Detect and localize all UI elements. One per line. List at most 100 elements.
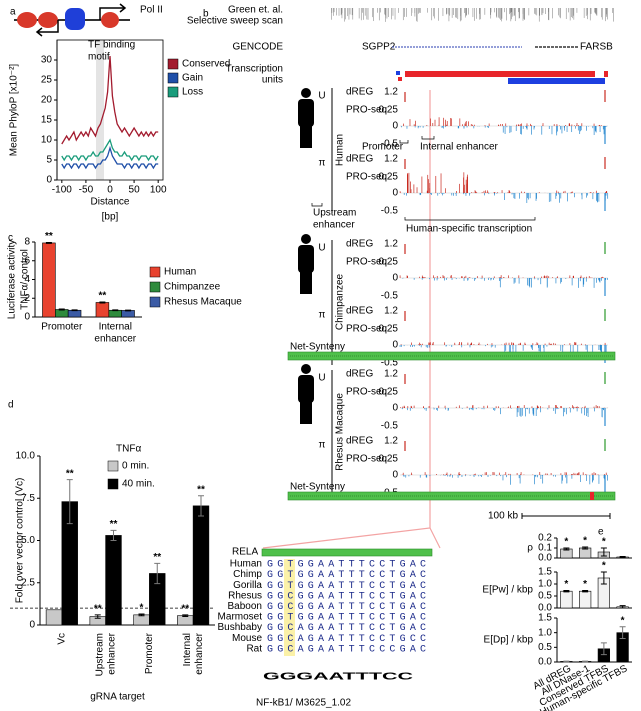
track-tick-label: 0.25 (379, 257, 399, 268)
bar (95, 302, 110, 318)
y-tick-label: 30 (41, 55, 53, 66)
error-bar (125, 309, 132, 312)
transcription-unit (396, 71, 400, 75)
x-tick-label: Vc (57, 633, 68, 645)
y-tick-label: 2 (24, 293, 30, 304)
significance: ** (181, 604, 189, 615)
strand-label: U (318, 373, 325, 384)
y-tick-label: 1.5 (538, 567, 552, 578)
x-tick-label: Internal (99, 322, 132, 333)
y-axis-label: Mean PhyloP [x10⁻²] (9, 64, 20, 157)
error-bar (112, 309, 119, 312)
transcription-unit (405, 71, 595, 77)
error-bar (600, 571, 607, 585)
species-name: Marmoset (218, 612, 263, 623)
track-tick-label: 1.2 (384, 369, 398, 380)
legend-swatch (167, 72, 179, 84)
annotation: Pol II (140, 5, 163, 16)
synteny-bar (287, 351, 616, 361)
bar (133, 614, 150, 626)
legend-label: Conserved (182, 59, 230, 70)
y-tick-label: 8 (24, 237, 30, 248)
y-tick-label: 25 (41, 75, 53, 86)
assay-label: dREG (346, 436, 373, 447)
y-tick-label: 0.2 (538, 533, 552, 544)
sequence: GGCGGAATTTCCTGAC (267, 602, 430, 613)
track-tick-label: 0 (392, 340, 398, 351)
panel-y-label: E[Pw] / kbp (482, 585, 533, 596)
sequence: GGTGGAATTTCCTGAC (267, 570, 430, 581)
x-tick-label: enhancer (194, 632, 205, 674)
sequence: GGCAGAATTTCCTGAC (267, 623, 430, 634)
assay-label: PRO-seq (346, 324, 387, 335)
assay-label: PRO-seq (346, 257, 387, 268)
error-bar (94, 614, 101, 619)
y-tick-label: 0 (24, 312, 30, 323)
icon (14, 3, 130, 180)
assay-label: dREG (346, 154, 373, 165)
error-bar (71, 309, 78, 312)
assay-label: PRO-seq (346, 172, 387, 183)
y-tick-label: 0.0 (538, 657, 552, 668)
assay-label: PRO-seq (346, 387, 387, 398)
bar (42, 242, 56, 318)
y-tick-label: 5.0 (21, 535, 35, 546)
silhouette (300, 126, 312, 148)
error-bar (619, 626, 626, 640)
highlight (284, 559, 295, 656)
track-tick-label: 1.2 (384, 154, 398, 165)
y-axis-label: TNFα/ control (20, 249, 31, 310)
x-tick-label: -50 (79, 185, 94, 196)
data-line (61, 138, 159, 162)
legend-swatch (107, 460, 119, 472)
significance: * (583, 579, 587, 590)
track-tick-label: 0.25 (379, 324, 399, 335)
data-line (61, 145, 159, 170)
sequence: GGCAGAATTTCCCGAC (267, 644, 430, 655)
y-tick-label: 4 (24, 274, 30, 285)
scale-label: 100 kb (488, 511, 518, 522)
silhouette (300, 272, 312, 294)
silhouette (298, 99, 314, 127)
assay-label: dREG (346, 369, 373, 380)
gene-label: SGPP2 (362, 42, 396, 53)
bar (192, 505, 210, 626)
motif-bar (261, 548, 433, 557)
error-bar (45, 241, 52, 244)
significance: ** (99, 291, 107, 302)
y-tick-label: 15 (41, 115, 53, 126)
significance: * (564, 537, 568, 548)
track-label: Net-Synteny (290, 482, 345, 493)
sequence: GGCGGAATTTCCTGAC (267, 591, 430, 602)
y-tick-label: 20 (41, 95, 53, 106)
track-tick-label: 1.2 (384, 306, 398, 317)
legend-label: Rhesus Macaque (164, 297, 242, 308)
legend-swatch (107, 478, 119, 490)
x-tick-label: 50 (129, 185, 141, 196)
zoom-line (429, 527, 441, 549)
bar (45, 609, 63, 626)
region-label: enhancer (313, 220, 355, 231)
error-bar (198, 495, 204, 517)
track-tick-label: 0.25 (379, 387, 399, 398)
region-bracket (404, 217, 536, 221)
significance: * (621, 615, 625, 626)
transcription-unit (604, 71, 608, 77)
track-tick-label: 0.25 (379, 172, 399, 183)
track-tick-label: 0.25 (379, 454, 399, 465)
bar (67, 309, 82, 318)
error-bar (182, 614, 189, 618)
legend-swatch (149, 281, 161, 293)
silhouette (300, 402, 312, 424)
silhouette (298, 375, 314, 403)
track-tick-label: 1.2 (384, 239, 398, 250)
region-bracket (311, 203, 323, 207)
legend-swatch (167, 86, 179, 98)
y-tick-label: 0.5 (538, 591, 552, 602)
track-tick-label: 0.25 (379, 105, 399, 116)
x-tick-label: Internal (182, 633, 193, 666)
silhouette (298, 245, 314, 273)
synteny-break (590, 492, 594, 500)
x-axis-unit: [bp] (102, 212, 119, 223)
sequence: GGTGGAATTTCCTGAC (267, 581, 430, 592)
